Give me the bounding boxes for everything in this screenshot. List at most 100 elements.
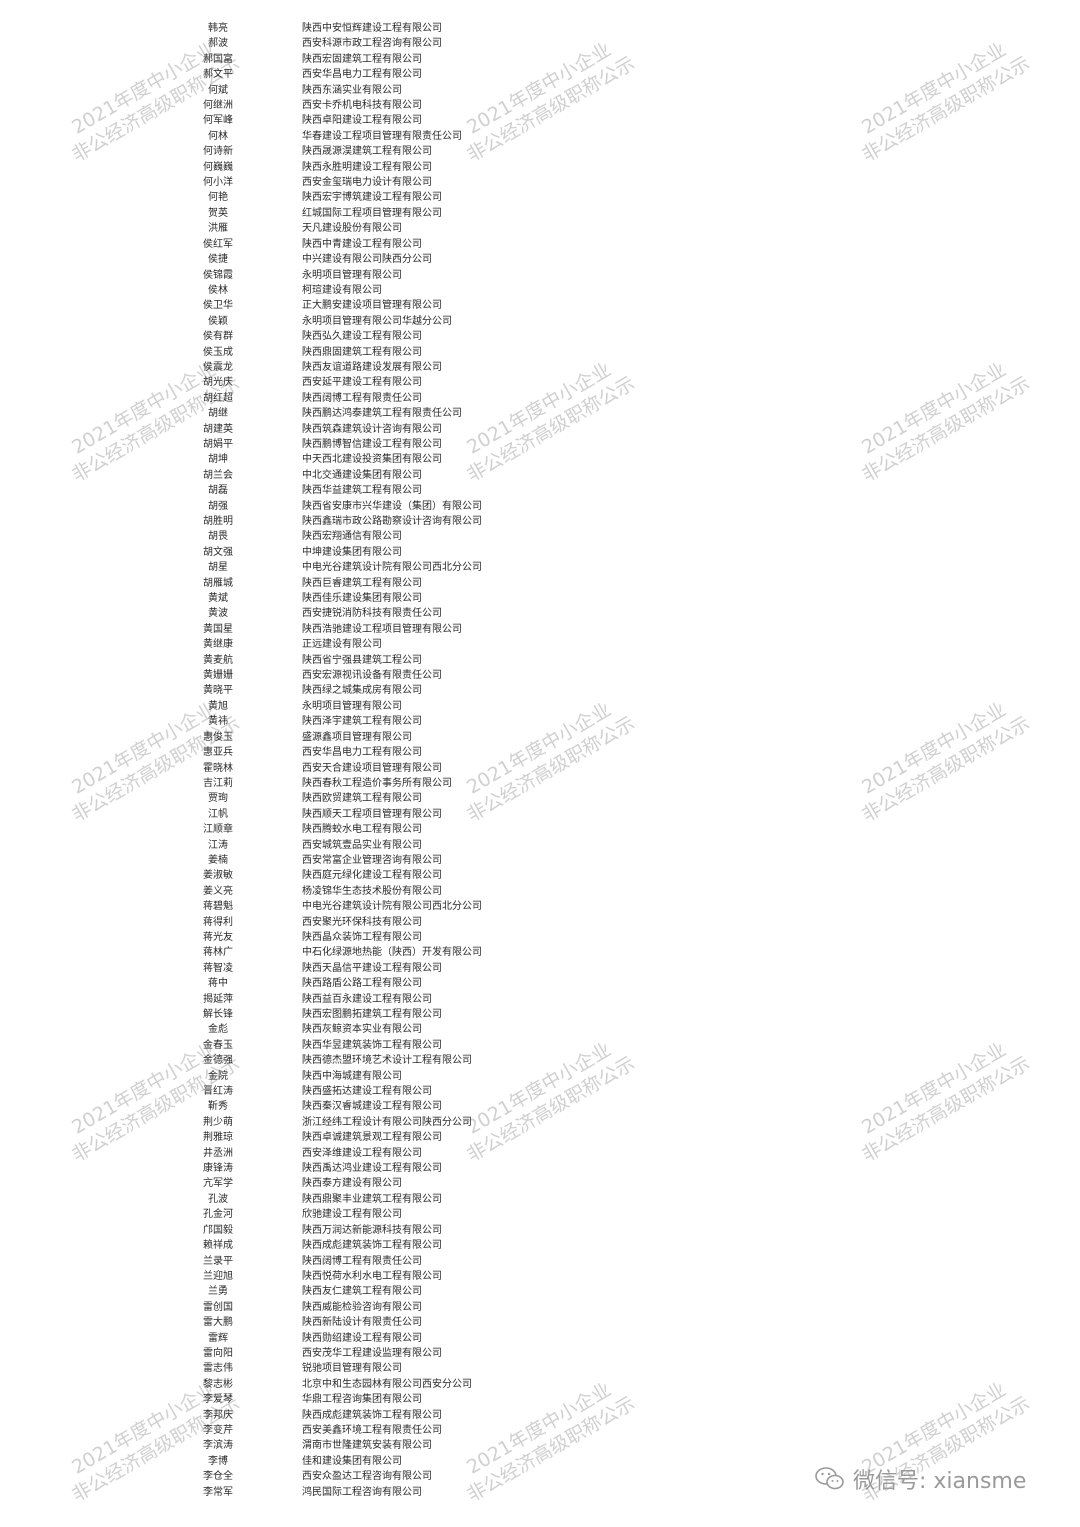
list-item: 蒋光友 陕西晶众装饰工程有限公司 [0,930,1080,945]
person-name: 黄祎 [208,716,228,728]
company-name: 陕西省安康市兴华建设（集团）有限公司 [302,500,482,512]
list-item: 姜义亮 杨凌锦华生态技术股份有限公司 [0,884,1080,899]
list-item: 揭延萍 陕西益百永建设工程有限公司 [0,992,1080,1007]
list-item: 惠亚兵 西安华昌电力工程有限公司 [0,745,1080,760]
person-name: 何诗新 [203,146,233,158]
person-name: 韩亮 [208,23,228,34]
list-item: 黄波 西安捷锐消防科技有限责任公司 [0,606,1080,621]
list-item: 胡红超 陕西阔博工程有限责任公司 [0,391,1080,406]
person-name: 胡娟平 [203,438,233,450]
company-name: 西安聚光环保科技有限公司 [302,916,422,928]
company-name: 西安卡乔机电科技有限公司 [302,100,422,112]
list-item: 金彪 陕西灰鲸资本实业有限公司 [0,1022,1080,1037]
person-name: 侯捷 [208,254,228,266]
person-name: 兰录平 [203,1255,233,1267]
list-item: 金德强 陕西德杰盟环境艺术设计工程有限公司 [0,1053,1080,1068]
person-name: 何军峰 [203,115,233,127]
list-item: 邝国毅 陕西万润达新能源科技有限公司 [0,1223,1080,1238]
company-name: 陕西鑫瑞市政公路勘察设计咨询有限公司 [302,516,482,527]
list-item: 金院 陕西中海城建有限公司 [0,1069,1080,1084]
name-company-list: 韩亮 陕西中安恒辉建设工程有限公司 郝波 西安科源市政工程咨询有限公司 郝国富 陕西宏固建… [0,21,1080,1500]
company-name: 陕西益百永建设工程有限公司 [302,993,432,1005]
list-item: 解长锋 陕西宏图鹏拓建筑工程有限公司 [0,1007,1080,1022]
person-name: 江帆 [208,808,228,820]
person-name: 蒋智凌 [203,962,233,974]
person-name: 黄波 [208,608,228,620]
list-item: 郝国富 陕西宏固建筑工程有限公司 [0,52,1080,67]
company-name: 陕西晶众装饰工程有限公司 [302,931,422,943]
person-name: 何艳 [208,192,228,204]
person-name: 金院 [208,1070,228,1082]
company-name: 华鼎工程咨询集团有限公司 [302,1394,422,1406]
person-name: 侯锦霞 [203,269,233,281]
list-item: 霍晓林 西安天合建设项目管理有限公司 [0,761,1080,776]
list-item: 侯锦霞 永明项目管理有限公司 [0,268,1080,283]
person-name: 胡坤 [208,454,228,466]
list-item: 侯颖 永明项目管理有限公司华越分公司 [0,314,1080,329]
person-name: 郝文平 [203,69,233,81]
person-name: 胡红超 [203,392,233,404]
company-name: 永明项目管理有限公司 [302,269,402,281]
company-name: 陕西鹏博智信建设工程有限公司 [302,438,442,450]
person-name: 贾珣 [208,793,228,805]
person-name: 何继洲 [203,100,233,112]
company-name: 陕西禹达鸿业建设工程有限公司 [302,1163,442,1175]
company-name: 鸿民国际工程咨询有限公司 [302,1486,422,1498]
person-name: 赖祥成 [203,1240,233,1252]
company-name: 杨凌锦华生态技术股份有限公司 [302,885,442,897]
person-name: 李常军 [203,1486,233,1498]
person-name: 胡磊 [208,485,228,497]
company-name: 锐驰项目管理有限公司 [302,1363,402,1375]
person-name: 郝国富 [203,53,233,65]
list-item: 雷大鹏 陕西新陆设计有限责任公司 [0,1315,1080,1330]
person-name: 何巍巍 [203,161,233,173]
list-item: 蒋中 陕西路盾公路工程有限公司 [0,976,1080,991]
list-item: 孔金河 欣驰建设工程有限公司 [0,1207,1080,1222]
company-name: 盛源鑫项目管理有限公司 [302,731,412,743]
list-item: 兰录平 陕西阔博工程有限责任公司 [0,1254,1080,1269]
person-name: 胡文强 [203,546,233,558]
list-item: 吉江莉 陕西春秋工程造价事务所有限公司 [0,776,1080,791]
person-name: 黄晓平 [203,685,233,697]
person-name: 李滨涛 [203,1440,233,1452]
person-name: 侯颖 [208,315,228,327]
person-name: 江顺章 [203,824,233,836]
person-name: 胡雁城 [203,577,233,589]
company-name: 西安延平建设工程有限公司 [302,377,422,389]
list-item: 胡星 中电光谷建筑设计院有限公司西北分公司 [0,560,1080,575]
person-name: 雷辉 [208,1332,228,1344]
list-item: 胡磊 陕西华益建筑工程有限公司 [0,483,1080,498]
company-name: 正远建设有限公司 [302,639,382,651]
list-item: 侯有群 陕西弘久建设工程有限公司 [0,329,1080,344]
company-name: 陕西宏宇博筑建设工程有限公司 [302,192,442,204]
list-item: 胡坤 中天西北建设投资集团有限公司 [0,452,1080,467]
person-name: 胡强 [208,500,228,512]
company-name: 陕西春秋工程造价事务所有限公司 [302,777,452,789]
company-name: 陕西友仁建筑工程有限公司 [302,1286,422,1298]
wechat-id-label: 微信号: xiansme [853,1469,1027,1494]
list-item: 雷辉 陕西勋绍建设工程有限公司 [0,1331,1080,1346]
person-name: 金春玉 [203,1039,233,1051]
person-name: 雷向阳 [203,1347,233,1359]
company-name: 中北交通建设集团有限公司 [302,469,422,481]
company-name: 柯瑄建设有限公司 [302,284,382,296]
person-name: 江涛 [208,839,228,851]
list-item: 蒋碧魁 中电光谷建筑设计院有限公司西北分公司 [0,899,1080,914]
person-name: 康锋涛 [203,1163,233,1175]
company-name: 西安常富企业管理咨询有限公司 [302,854,442,866]
person-name: 蒋光友 [203,931,233,943]
company-name: 陕西宏图鹏拓建筑工程有限公司 [302,1009,442,1020]
list-item: 金春玉 陕西华昱建筑装饰工程有限公司 [0,1038,1080,1053]
person-name: 郝波 [208,38,228,50]
list-item: 胡畏 陕西宏翔通信有限公司 [0,529,1080,544]
company-name: 渭南市世隆建筑安装有限公司 [302,1440,432,1452]
person-name: 侯红军 [203,238,233,250]
person-name: 蒋得利 [203,916,233,928]
person-name: 黄姗姗 [203,670,233,682]
list-item: 何巍巍 陕西永胜明建设工程有限公司 [0,160,1080,175]
list-item: 李滨涛 渭南市世隆建筑安装有限公司 [0,1438,1080,1453]
company-name: 陕西鼎聚丰业建筑工程有限公司 [302,1193,442,1205]
person-name: 吉江莉 [203,777,233,789]
person-name: 侯震龙 [203,361,233,373]
list-item: 胡胜明 陕西鑫瑞市政公路勘察设计咨询有限公司 [0,514,1080,529]
